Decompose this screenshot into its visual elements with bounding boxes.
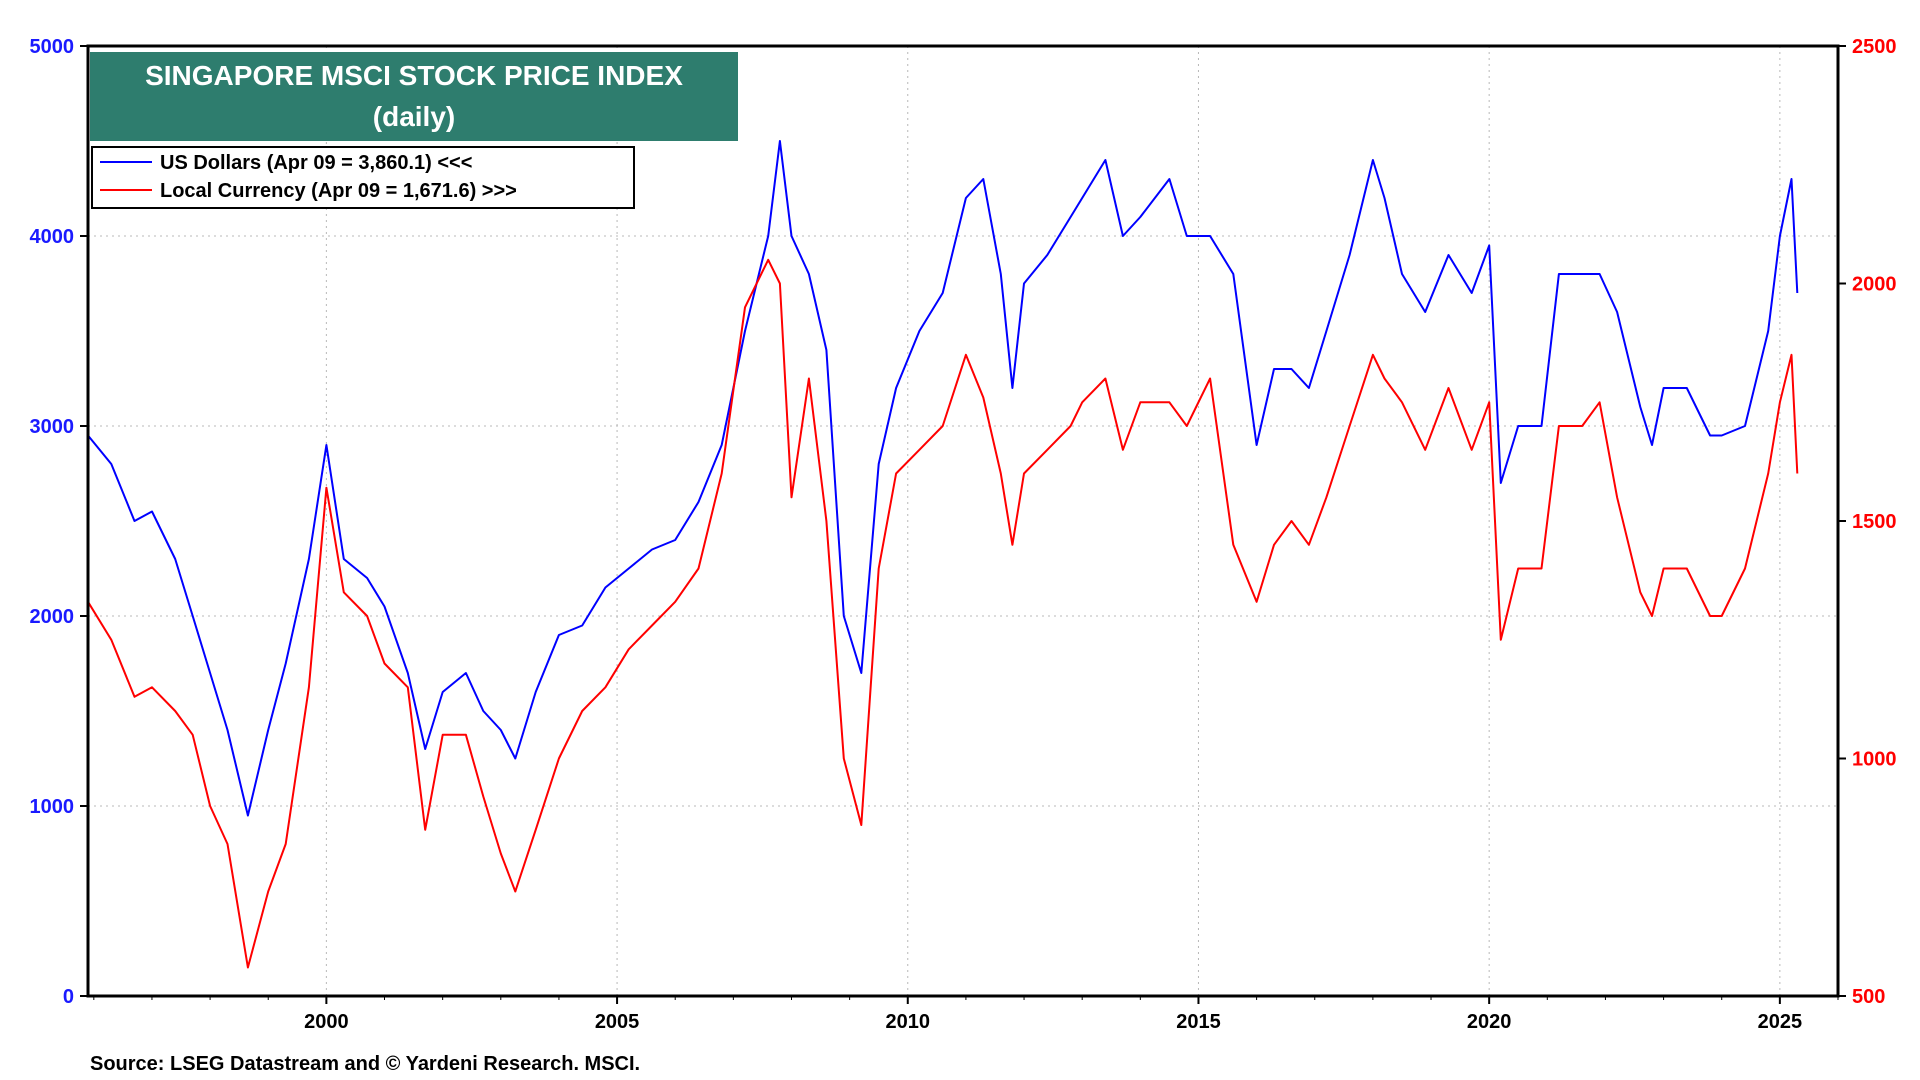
chart-subtitle: (daily) bbox=[373, 101, 455, 132]
legend-box: US Dollars (Apr 09 = 3,860.1) <<< Local … bbox=[91, 146, 635, 209]
legend-label-usd: US Dollars (Apr 09 = 3,860.1) <<< bbox=[160, 152, 472, 174]
series-line-us-dollars bbox=[87, 140, 1799, 817]
series-line-local-currency bbox=[87, 258, 1799, 969]
tick-label-x-2: 2010 bbox=[886, 1011, 931, 1033]
source-note: Source: LSEG Datastream and © Yardeni Re… bbox=[90, 1053, 640, 1075]
grid-layer bbox=[88, 46, 1838, 996]
legend-label-local: Local Currency (Apr 09 = 1,671.6) >>> bbox=[160, 180, 517, 202]
tick-label-right-3: 2000 bbox=[1852, 274, 1897, 296]
tick-label-left-1: 1000 bbox=[30, 796, 75, 818]
tick-label-x-1: 2005 bbox=[595, 1011, 640, 1033]
legend-frame bbox=[91, 146, 635, 209]
chart-title: SINGAPORE MSCI STOCK PRICE INDEX bbox=[145, 60, 683, 91]
tick-label-left-4: 4000 bbox=[30, 226, 75, 248]
tick-label-left-3: 3000 bbox=[30, 416, 75, 438]
ticks-layer: 0 1000 2000 3000 4000 5000 500 1000 1500 2000 2500… bbox=[30, 36, 1897, 1033]
title-box: SINGAPORE MSCI STOCK PRICE INDEX (daily) bbox=[90, 52, 738, 141]
series-layer bbox=[87, 140, 1799, 969]
title-box-bg bbox=[90, 52, 738, 141]
tick-label-left-5: 5000 bbox=[30, 36, 75, 58]
tick-label-x-5: 2025 bbox=[1758, 1011, 1803, 1033]
tick-label-right-1: 1000 bbox=[1852, 749, 1897, 771]
tick-label-left-2: 2000 bbox=[30, 606, 75, 628]
tick-label-right-0: 500 bbox=[1852, 986, 1885, 1008]
tick-label-x-4: 2020 bbox=[1467, 1011, 1512, 1033]
tick-label-right-4: 2500 bbox=[1852, 36, 1897, 58]
tick-label-x-0: 2000 bbox=[304, 1011, 349, 1033]
tick-label-right-2: 1500 bbox=[1852, 511, 1897, 533]
tick-label-x-3: 2015 bbox=[1176, 1011, 1221, 1033]
tick-label-left-0: 0 bbox=[63, 986, 74, 1008]
